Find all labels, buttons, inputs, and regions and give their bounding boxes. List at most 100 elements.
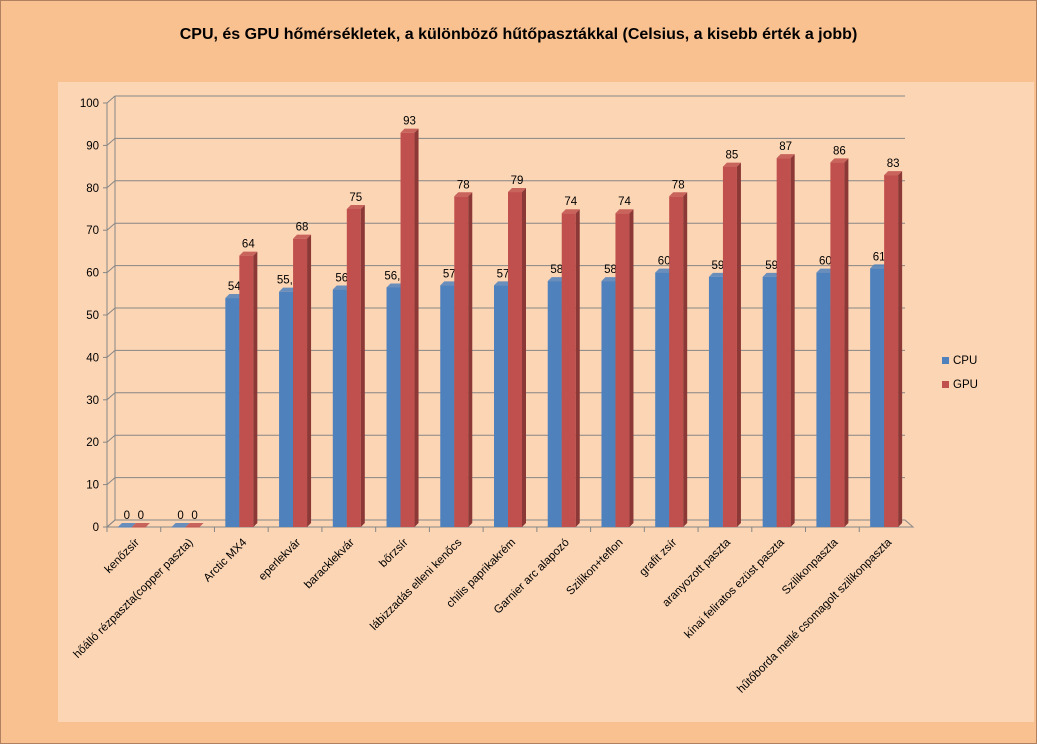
data-label: 86: [833, 145, 846, 157]
y-tick-label: 90: [86, 140, 99, 152]
bar-gpu: [239, 251, 258, 527]
gridline-side: [106, 222, 116, 231]
data-label: 83: [887, 158, 900, 170]
x-tick-label: baracklekvár: [302, 537, 357, 592]
data-label: 78: [457, 179, 470, 191]
bar-front: [601, 281, 616, 527]
bar-front: [870, 268, 885, 527]
y-tick-label: 20: [86, 437, 99, 449]
data-label: 58: [550, 264, 563, 276]
bar-front: [708, 276, 723, 527]
data-label: 93: [403, 116, 416, 128]
bar-front: [400, 132, 415, 527]
bar-side: [253, 251, 258, 527]
bar-side: [844, 158, 849, 528]
x-tick-label: kínai feliratos ezüst paszta: [682, 536, 787, 641]
gridline-side: [106, 138, 116, 146]
bar-front: [117, 527, 132, 528]
bar-front: [508, 192, 522, 528]
data-label: 59: [765, 260, 778, 272]
bar-top: [454, 192, 473, 197]
bar-side: [414, 128, 419, 527]
bar-top: [601, 277, 620, 282]
bar-gpu: [131, 523, 150, 528]
bar-top: [171, 523, 190, 527]
bar-top: [131, 523, 150, 527]
bar-front: [669, 196, 684, 527]
bar-top: [762, 272, 781, 277]
bar-gpu: [508, 188, 526, 528]
legend-label-gpu: GPU: [953, 379, 978, 391]
y-tick-label: 80: [86, 183, 99, 195]
bar-top: [332, 285, 351, 290]
x-tick-label: eperlekvár: [257, 537, 304, 584]
bar-gpu: [884, 171, 903, 527]
bar-side: [575, 209, 580, 528]
bar-top: [293, 234, 312, 239]
y-tick-label: 10: [86, 480, 99, 492]
x-tick-label: hőálló rézpaszta(copper paszta): [72, 537, 196, 661]
bar-front: [722, 166, 737, 527]
bar-top: [386, 283, 405, 288]
bar-top: [708, 272, 727, 277]
data-label: 74: [564, 196, 577, 208]
data-label: 75: [349, 192, 362, 204]
data-label: 0: [124, 510, 130, 522]
bar-front: [293, 238, 308, 527]
bar-front: [655, 272, 670, 527]
bar-top: [655, 268, 674, 273]
y-tick-label: 60: [86, 268, 99, 280]
bar-top: [117, 523, 136, 527]
chart-title: CPU, és GPU hőmérsékletek, a különböző h…: [179, 26, 858, 43]
bar-front: [332, 289, 347, 527]
bar-top: [561, 209, 580, 214]
gridline-side: [106, 180, 116, 189]
bar-top: [508, 188, 526, 193]
bar-top: [830, 158, 849, 163]
legend-swatch-cpu: [942, 357, 949, 364]
bar-side: [629, 209, 634, 528]
data-label: 60: [819, 256, 832, 268]
y-tick-label: 50: [86, 310, 99, 322]
bar-front: [239, 255, 254, 527]
bar-front: [171, 527, 186, 528]
bar-top: [346, 205, 365, 209]
gridline-side: [106, 434, 116, 443]
bar-top: [884, 171, 903, 176]
bar-top: [547, 277, 566, 282]
data-label: 64: [242, 239, 255, 251]
bar-front: [346, 209, 361, 527]
legend-label-cpu: CPU: [953, 355, 977, 367]
bar-front: [884, 175, 899, 527]
bar-top: [400, 128, 419, 133]
bar-top: [225, 294, 244, 299]
bar-side: [307, 234, 312, 527]
bar-cpu: [171, 523, 190, 528]
bar-front: [185, 527, 200, 528]
bar-front: [131, 527, 146, 528]
bar-top: [870, 264, 889, 269]
gridline-side: [106, 265, 116, 273]
bar-gpu: [561, 209, 580, 528]
bar-front: [776, 158, 791, 527]
bar-side: [683, 192, 688, 527]
bar-top: [776, 154, 795, 159]
data-label: 58: [604, 264, 617, 276]
bar-top: [669, 192, 688, 197]
bar-front: [830, 162, 845, 528]
bar-side: [360, 205, 365, 527]
bar-front: [440, 285, 455, 527]
data-label: 78: [672, 179, 685, 191]
bar-gpu: [722, 162, 741, 527]
bar-gpu: [346, 205, 365, 527]
bar-front: [454, 196, 469, 527]
data-label: 0: [177, 510, 183, 522]
bar-front: [386, 287, 401, 527]
bar-side: [790, 154, 795, 527]
bar-side: [898, 171, 903, 527]
bar-gpu: [185, 523, 204, 528]
data-label: 74: [618, 196, 631, 208]
bar-front: [494, 285, 508, 527]
bar-top: [185, 523, 204, 527]
